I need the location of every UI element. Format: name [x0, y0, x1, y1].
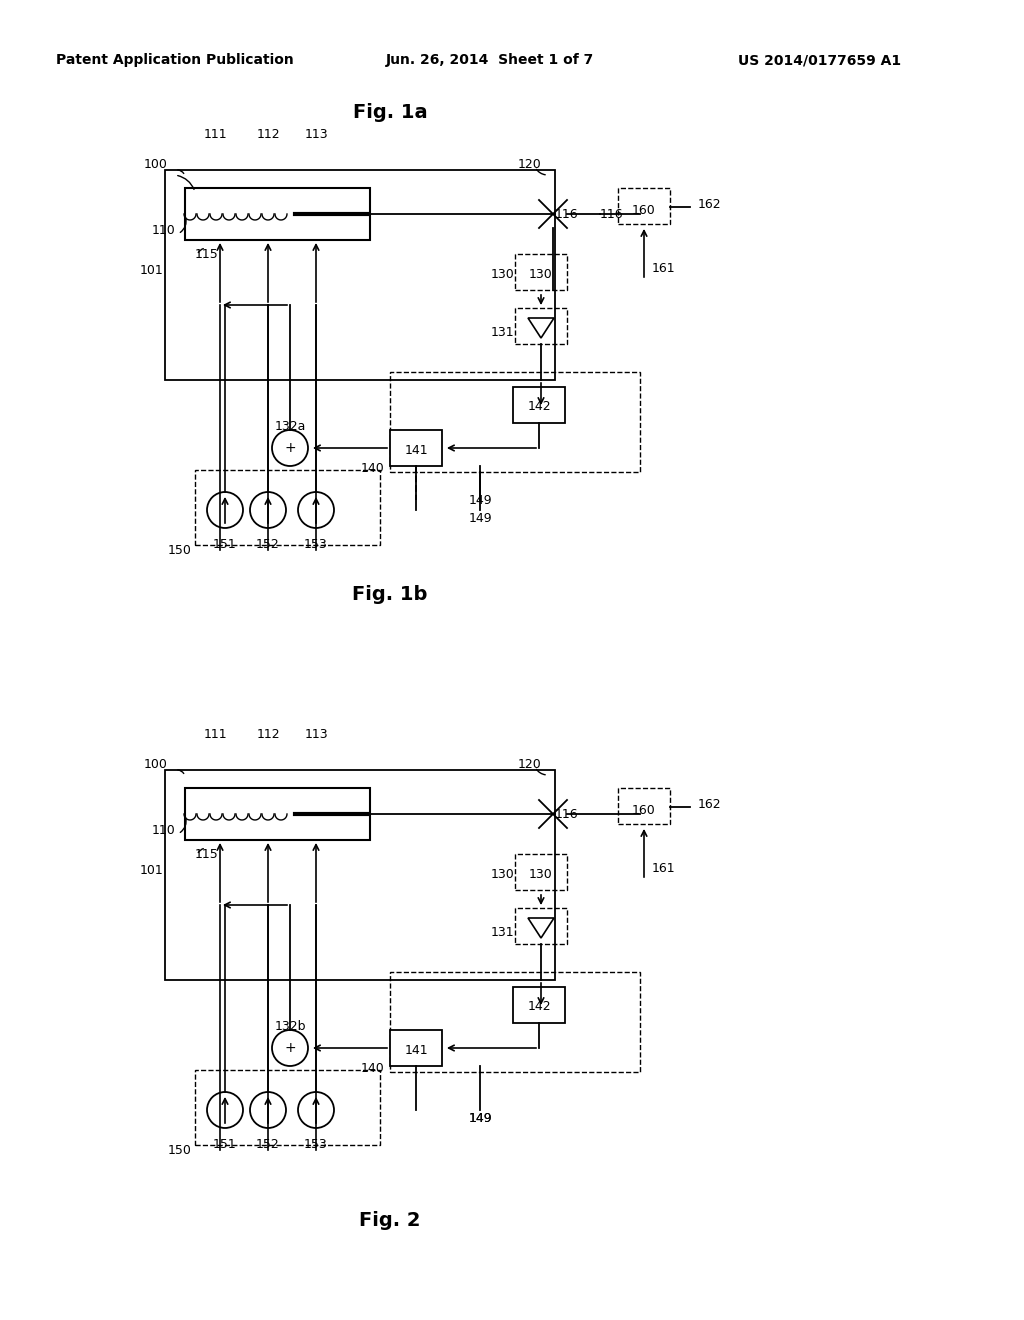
Text: Patent Application Publication: Patent Application Publication — [56, 53, 294, 67]
Text: 113: 113 — [304, 729, 328, 742]
Bar — [618, 788, 670, 824]
Text: 150: 150 — [168, 1143, 193, 1156]
Text: 120: 120 — [518, 158, 542, 172]
Text: 151: 151 — [213, 1138, 237, 1151]
Text: 111: 111 — [203, 128, 226, 141]
Bar — [513, 387, 565, 422]
Text: 142: 142 — [527, 400, 551, 413]
Text: 141: 141 — [404, 1044, 428, 1056]
Text: 130: 130 — [529, 869, 553, 882]
Text: 130: 130 — [490, 268, 514, 281]
Bar — [618, 187, 670, 224]
Bar — [195, 470, 380, 545]
Bar — [185, 187, 370, 240]
Bar — [165, 170, 555, 380]
Text: 112: 112 — [256, 128, 280, 141]
Text: 150: 150 — [168, 544, 193, 557]
Text: 101: 101 — [139, 863, 163, 876]
Text: 130: 130 — [529, 268, 553, 281]
Text: 120: 120 — [518, 759, 542, 771]
Bar — [390, 430, 442, 466]
Text: 161: 161 — [652, 261, 676, 275]
Text: 111: 111 — [203, 729, 226, 742]
Text: Fig. 1b: Fig. 1b — [352, 586, 428, 605]
Text: 115: 115 — [195, 248, 219, 261]
Text: 100: 100 — [144, 759, 168, 771]
Text: 110: 110 — [152, 223, 175, 236]
Text: 151: 151 — [213, 537, 237, 550]
Bar — [185, 788, 370, 840]
Text: Fig. 1a: Fig. 1a — [352, 103, 427, 121]
Text: 161: 161 — [652, 862, 676, 874]
Text: 149: 149 — [468, 1111, 492, 1125]
Text: 149: 149 — [468, 1111, 492, 1125]
Text: 153: 153 — [304, 537, 328, 550]
Text: 152: 152 — [256, 1138, 280, 1151]
Bar — [165, 770, 555, 979]
Bar — [515, 253, 567, 290]
Text: 162: 162 — [698, 797, 722, 810]
Text: 131: 131 — [490, 925, 514, 939]
Bar — [513, 987, 565, 1023]
Bar — [390, 1030, 442, 1067]
Text: 116: 116 — [555, 207, 579, 220]
Text: 101: 101 — [139, 264, 163, 276]
Text: Jun. 26, 2014  Sheet 1 of 7: Jun. 26, 2014 Sheet 1 of 7 — [386, 53, 594, 67]
Text: 116: 116 — [555, 808, 579, 821]
Text: 115: 115 — [195, 849, 219, 862]
Text: 132b: 132b — [274, 1019, 306, 1032]
Bar — [515, 908, 567, 944]
Text: 153: 153 — [304, 1138, 328, 1151]
Text: 160: 160 — [632, 804, 656, 817]
Text: 160: 160 — [632, 203, 656, 216]
Bar — [195, 1071, 380, 1144]
Bar — [390, 972, 640, 1072]
Text: 113: 113 — [304, 128, 328, 141]
Text: 116: 116 — [600, 209, 624, 222]
Bar — [515, 854, 567, 890]
Text: 132a: 132a — [274, 420, 306, 433]
Text: 152: 152 — [256, 537, 280, 550]
Text: +: + — [285, 1041, 296, 1055]
Text: 141: 141 — [404, 444, 428, 457]
Text: 130: 130 — [490, 869, 514, 882]
Bar — [515, 308, 567, 345]
Text: 142: 142 — [527, 1001, 551, 1014]
Text: 131: 131 — [490, 326, 514, 338]
Text: +: + — [285, 441, 296, 455]
Text: 149: 149 — [468, 511, 492, 524]
Text: Fig. 2: Fig. 2 — [359, 1210, 421, 1229]
Text: 112: 112 — [256, 729, 280, 742]
Text: 162: 162 — [698, 198, 722, 210]
Text: 149: 149 — [468, 494, 492, 507]
Text: 140: 140 — [360, 1061, 384, 1074]
Text: US 2014/0177659 A1: US 2014/0177659 A1 — [738, 53, 901, 67]
Text: 140: 140 — [360, 462, 384, 474]
Text: 110: 110 — [152, 824, 175, 837]
Bar — [390, 372, 640, 473]
Text: 100: 100 — [144, 158, 168, 172]
